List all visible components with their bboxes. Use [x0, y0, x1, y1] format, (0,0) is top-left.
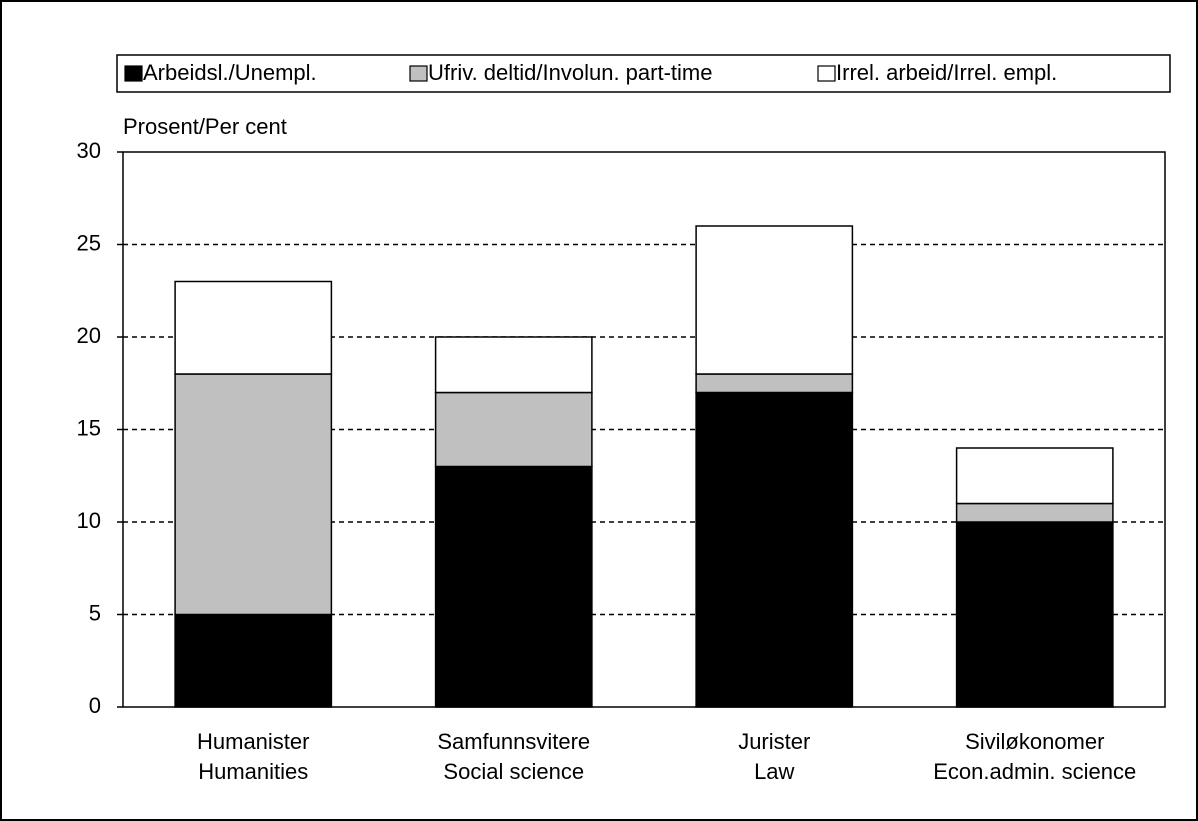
y-tick-label: 25 [77, 230, 101, 255]
bar-segment [174, 613, 333, 708]
bar-segment [695, 373, 854, 394]
x-tick-label: Siviløkonomer [965, 729, 1104, 754]
y-tick-label: 20 [77, 323, 101, 348]
x-tick-label: Jurister [738, 729, 810, 754]
x-tick-label: Law [754, 759, 794, 784]
bar-segment [434, 465, 593, 708]
y-tick-label: 15 [77, 415, 101, 440]
bar-segment [434, 391, 593, 468]
x-tick-label: Humanister [197, 729, 309, 754]
bar-segment [174, 280, 333, 375]
x-tick-label: Humanities [198, 759, 308, 784]
bar-segment [695, 391, 854, 708]
legend-swatch [817, 65, 836, 82]
legend-swatch [124, 65, 143, 82]
y-tick-label: 30 [77, 138, 101, 163]
y-axis-label: Prosent/Per cent [123, 114, 287, 139]
bar-segment [955, 521, 1114, 708]
bar-segment [955, 447, 1114, 505]
bar-segment [434, 336, 593, 394]
legend-label: Ufriv. deltid/Involun. part-time [428, 60, 712, 85]
legend-label: Arbeidsl./Unempl. [143, 60, 317, 85]
x-tick-label: Econ.admin. science [933, 759, 1136, 784]
bar-segment [695, 225, 854, 375]
x-tick-label: Social science [443, 759, 584, 784]
y-tick-label: 10 [77, 508, 101, 533]
y-tick-label: 5 [89, 600, 101, 625]
legend-label: Irrel. arbeid/Irrel. empl. [836, 60, 1057, 85]
y-tick-label: 0 [89, 693, 101, 718]
legend-swatch [409, 65, 428, 82]
x-tick-label: Samfunnsvitere [437, 729, 590, 754]
bar-segment [174, 373, 333, 616]
bar-segment [955, 502, 1114, 523]
plot-frame [122, 151, 1166, 708]
legend-box [116, 54, 1171, 93]
